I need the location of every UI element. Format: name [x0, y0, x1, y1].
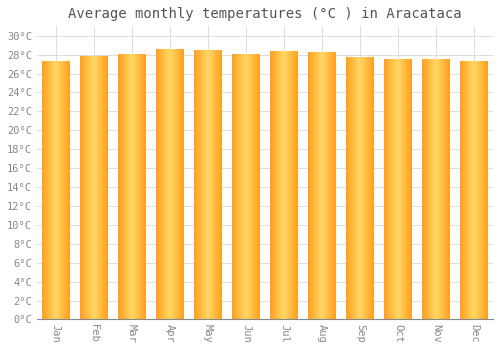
- Title: Average monthly temperatures (°C ) in Aracataca: Average monthly temperatures (°C ) in Ar…: [68, 7, 462, 21]
